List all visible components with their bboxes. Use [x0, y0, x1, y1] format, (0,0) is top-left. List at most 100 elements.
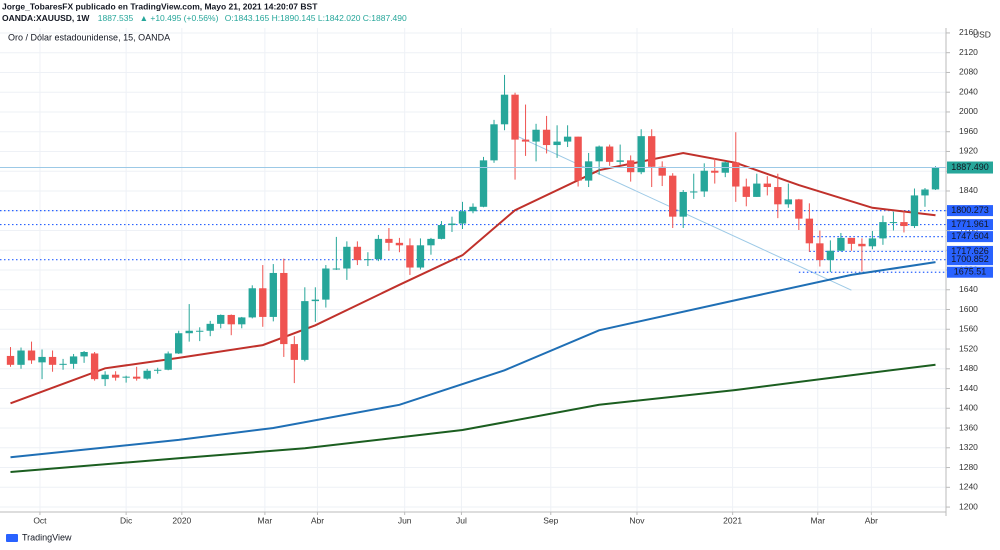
candle-body [742, 186, 750, 197]
plot [0, 74, 946, 473]
candle-body [469, 206, 477, 212]
footer-text: TradingView [22, 532, 72, 542]
logo-icon [6, 534, 18, 542]
candle-body [479, 160, 488, 207]
chart-title: Oro / Dólar estadounidense, 15, OANDA [8, 32, 170, 42]
candle-body [795, 199, 803, 219]
candle-body [553, 141, 561, 146]
candle-body [322, 268, 330, 300]
moving-average [10, 261, 936, 459]
candle-body [427, 238, 435, 246]
level-tag [947, 205, 993, 217]
candle-body [900, 222, 908, 227]
candle-body [153, 369, 162, 371]
candle-body [69, 356, 78, 364]
candle-body [175, 333, 183, 354]
axes: 1200 1240 1280 1320 1360 1400 1440 1480 1520 1560… [33, 27, 978, 525]
y-tick-label: 1400 [959, 403, 978, 413]
last-price: 1887.535 [98, 13, 134, 23]
x-tick-label: Mar [810, 515, 825, 525]
y-tick-label: 1520 [959, 343, 978, 353]
level-label: 1771.961 [951, 219, 989, 229]
candle-body [879, 222, 887, 239]
candle-body [763, 183, 771, 188]
candle-body [17, 350, 25, 365]
x-tick-label: Jul [456, 515, 467, 525]
level-tag [947, 266, 993, 278]
candle-body [132, 376, 141, 379]
candle-body [784, 199, 793, 205]
candle-body [837, 237, 845, 251]
currency: USD [973, 29, 991, 39]
candle-body [889, 222, 898, 224]
candle-body [59, 363, 67, 365]
candle-body [931, 167, 940, 190]
candle-body [406, 245, 414, 268]
candle-body [858, 243, 866, 247]
y-tick-label: 2080 [959, 67, 978, 77]
candle-body [353, 246, 362, 261]
x-tick-label: Nov [629, 515, 645, 525]
x-tick-label: Abr [311, 515, 324, 525]
candle-body [416, 245, 425, 268]
y-tick-label: 2000 [959, 106, 978, 116]
symbol-line: OANDA:XAUUSD, 1W 1887.535 ▲ +10.495 (+0.… [2, 13, 407, 23]
x-tick-label: Dic [120, 515, 133, 525]
candle-body [700, 170, 708, 192]
candle-body [753, 183, 761, 197]
ohlc: O:1843.165 H:1890.145 L:1842.020 C:1887.… [225, 13, 407, 23]
last-price-label: 1887.490 [951, 162, 989, 172]
candle-body [616, 160, 624, 162]
candle-body [648, 136, 656, 167]
level-label: 1717.626 [951, 246, 989, 256]
y-tick-label: 1440 [959, 383, 978, 393]
y-tick-label: 1240 [959, 482, 978, 492]
y-tick-label: 1560 [959, 324, 978, 334]
candle-body [563, 136, 572, 142]
candle-body [805, 218, 814, 244]
candle-body [774, 187, 782, 205]
y-tick-label: 1200 [959, 501, 978, 511]
candle-body [490, 124, 498, 161]
candle-body [185, 330, 193, 334]
level-tag [947, 254, 993, 266]
candle-body [385, 238, 393, 243]
candle-body [679, 191, 687, 217]
candle-body [532, 129, 540, 142]
candle-body [584, 161, 593, 181]
candle-body [711, 170, 719, 173]
candle-body [27, 350, 36, 361]
moving-average [10, 363, 936, 473]
y-tick-label: 1360 [959, 422, 978, 432]
candle-body [259, 288, 267, 317]
candle-body [6, 355, 15, 365]
candle-body [921, 189, 929, 196]
candle-body [826, 250, 835, 261]
candle-body [458, 211, 467, 224]
x-tick-label: 2021 [723, 515, 742, 525]
candle-body [732, 162, 740, 187]
candle-body [206, 323, 214, 331]
y-tick-label: 1280 [959, 462, 978, 472]
y-tick-label: 1920 [959, 146, 978, 156]
level-tag [947, 231, 993, 243]
candle-body [658, 166, 666, 176]
level-label: 1675.51 [954, 267, 987, 277]
candle-body [311, 299, 320, 302]
candle-body [248, 288, 256, 318]
candle-body [164, 353, 172, 370]
candle-body [111, 374, 120, 378]
level-tag [947, 219, 993, 231]
y-tick-label: 1960 [959, 126, 978, 136]
x-tick-label: Oct [33, 515, 47, 525]
candle-body [227, 314, 235, 325]
change: ▲ +10.495 (+0.56%) [140, 13, 219, 23]
candle-body [816, 243, 824, 261]
candle-body [448, 223, 456, 226]
candle-body [521, 139, 530, 142]
candle-body [542, 129, 551, 146]
x-tick-label: 2020 [172, 515, 191, 525]
moving-average [10, 151, 936, 405]
x-tick-label: Sep [543, 515, 558, 525]
